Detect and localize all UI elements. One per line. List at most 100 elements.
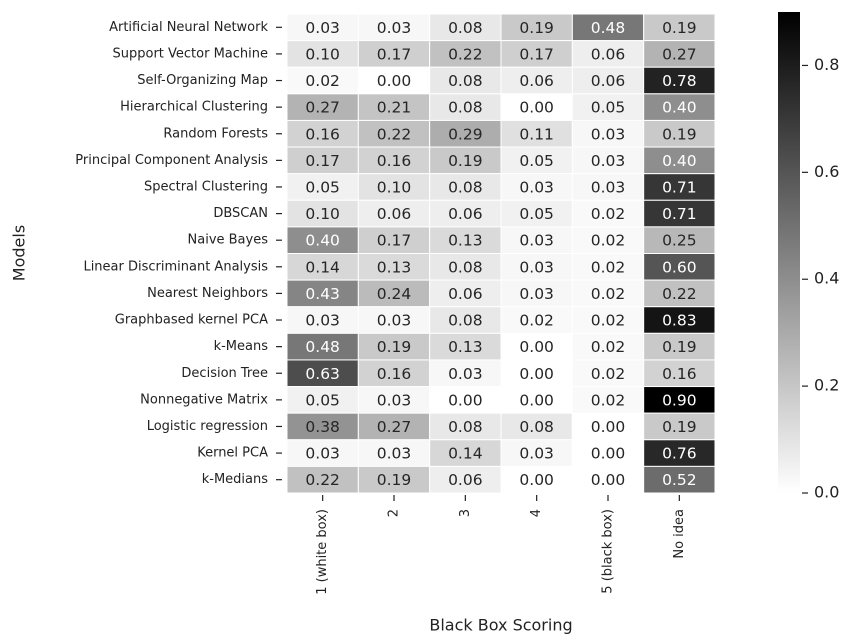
row-label: Kernel PCA [197,446,268,461]
cell-label: 0.60 [662,258,697,276]
cell-label: 0.02 [591,391,626,409]
row-label: Hierarchical Clustering [120,100,268,115]
cell-label: 0.03 [377,19,412,37]
heatmap-cell [643,146,716,175]
cell-label: 0.00 [519,99,554,117]
heatmap-cell [286,386,359,414]
col-label: No idea [672,509,687,559]
cell-label: 0.08 [448,312,483,330]
heatmap-cell [500,306,573,334]
cell-label: 0.05 [305,178,340,196]
cell-label: 0.05 [305,391,340,409]
y-axis-title: Models [10,225,29,281]
cell-label: 0.19 [662,338,697,356]
cell-label: 0.27 [662,45,697,63]
row-label: Nonnegative Matrix [140,392,268,407]
heatmap-cell [357,465,431,494]
cell-label: 0.02 [591,205,626,223]
row-label: Spectral Clustering [144,179,268,194]
heatmap-cell [643,66,716,95]
heatmap-cell [500,199,573,228]
cell-label: 0.03 [305,19,340,37]
row-label: Artificial Neural Network [109,20,268,35]
heatmap-cell [357,359,431,388]
cell-label: 0.08 [448,418,483,436]
heatmap-cell [643,93,716,121]
cell-label: 0.06 [448,205,483,223]
cell-label: 0.03 [519,178,554,196]
cell-label: 0.00 [448,391,483,409]
cell-label: 0.03 [377,312,412,330]
heatmap-cell [500,386,573,414]
cell-label: 0.02 [591,365,626,383]
heatmap-cell [643,13,716,42]
cell-label: 0.40 [662,152,697,170]
heatmap-cell [286,465,359,494]
cell-label: 0.05 [591,99,626,117]
row-label: Support Vector Machine [113,46,269,61]
heatmap-cell [643,40,716,68]
heatmap-cell [357,146,431,175]
cell-label: 0.17 [377,45,412,63]
heatmap-cell [643,332,716,361]
cell-label: 0.17 [305,152,340,170]
cell-label: 0.52 [662,471,697,489]
heatmap-cell [571,40,645,68]
cell-label: 0.19 [519,19,554,37]
heatmap-cell [357,119,431,148]
row-label: k-Medians [202,472,269,487]
cell-label: 0.19 [448,152,483,170]
heatmap-cell [286,279,359,308]
cell-label: 0.13 [448,338,483,356]
heatmap-cell [643,226,716,254]
cell-label: 0.02 [591,258,626,276]
cell-label: 0.22 [377,125,412,143]
heatmap-cell [357,199,431,228]
cell-label: 0.71 [662,178,697,196]
cell-label: 0.03 [519,445,554,463]
colorbar-tick-label: 0.8 [814,55,839,74]
heatmap-cell [429,439,502,467]
heatmap-cell [286,40,359,68]
cell-label: 0.21 [377,99,412,117]
heatmap-cell [643,279,716,308]
heatmap-cell [286,439,359,467]
cell-label: 0.76 [662,445,697,463]
col-label: 5 (black box) [601,509,616,594]
heatmap-cell [286,66,359,95]
heatmap-cell [429,199,502,228]
heatmap-cell [357,66,431,95]
heatmap-cell [500,93,573,121]
cell-label: 0.17 [519,45,554,63]
heatmap-cell [643,173,716,201]
heatmap-cell [357,226,431,254]
cell-label: 0.02 [591,338,626,356]
cell-label: 0.48 [591,19,626,37]
colorbar-tick-label: 0.0 [814,483,839,502]
cell-label: 0.24 [377,285,412,303]
cell-label: 0.08 [448,19,483,37]
row-label: Decision Tree [181,366,268,381]
heatmap-cell [429,412,502,441]
heatmap-cell [357,279,431,308]
cell-label: 0.22 [448,45,483,63]
heatmap-cell [286,199,359,228]
heatmap-cell [643,306,716,334]
row-label: Graphbased kernel PCA [115,313,268,328]
cell-label: 0.27 [305,99,340,117]
cell-label: 0.38 [305,418,340,436]
heatmap-cell [357,13,431,42]
cell-label: 0.13 [448,232,483,250]
cell-label: 0.22 [305,471,340,489]
cell-label: 0.08 [448,178,483,196]
cell-label: 0.29 [448,125,483,143]
cell-label: 0.16 [305,125,340,143]
row-label: Principal Component Analysis [75,153,268,168]
heatmap-cell [643,412,716,441]
cell-label: 0.00 [519,365,554,383]
cell-label: 0.02 [591,312,626,330]
heatmap-cell [500,119,573,148]
col-label: 3 [458,509,473,517]
cell-label: 0.40 [305,232,340,250]
colorbar-tick-label: 0.4 [814,269,839,288]
